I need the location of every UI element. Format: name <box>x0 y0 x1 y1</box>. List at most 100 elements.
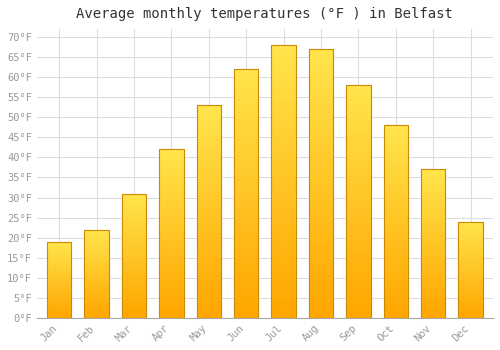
Bar <box>234 248 258 253</box>
Bar <box>47 277 72 278</box>
Bar <box>309 81 333 87</box>
Bar <box>122 278 146 281</box>
Bar <box>421 208 446 211</box>
Bar <box>272 296 296 301</box>
Bar <box>160 156 184 160</box>
Bar <box>84 240 109 242</box>
Bar <box>196 250 221 254</box>
Bar <box>421 273 446 276</box>
Bar <box>47 278 72 280</box>
Bar <box>84 313 109 314</box>
Bar <box>234 223 258 228</box>
Bar <box>309 253 333 259</box>
Bar <box>234 74 258 79</box>
Bar <box>234 154 258 159</box>
Bar <box>458 304 483 306</box>
Bar <box>196 144 221 148</box>
Bar <box>196 220 221 224</box>
Bar <box>346 85 370 318</box>
Bar <box>234 119 258 124</box>
Bar <box>458 312 483 314</box>
Bar <box>47 304 72 306</box>
Bar <box>458 231 483 233</box>
Bar <box>47 263 72 265</box>
Bar <box>272 220 296 225</box>
Bar <box>160 240 184 244</box>
Bar <box>47 241 72 318</box>
Bar <box>122 293 146 295</box>
Bar <box>47 295 72 296</box>
Bar <box>272 247 296 252</box>
Bar <box>272 78 296 83</box>
Bar <box>384 175 408 179</box>
Bar <box>234 258 258 263</box>
Bar <box>384 152 408 156</box>
Bar <box>160 183 184 187</box>
Bar <box>234 228 258 233</box>
Bar <box>160 247 184 251</box>
Bar <box>384 125 408 318</box>
Bar <box>122 211 146 213</box>
Bar <box>196 211 221 216</box>
Bar <box>384 229 408 233</box>
Bar <box>272 149 296 154</box>
Bar <box>346 192 370 197</box>
Bar <box>196 309 221 314</box>
Bar <box>346 216 370 220</box>
Bar <box>346 257 370 262</box>
Bar <box>458 260 483 262</box>
Bar <box>346 197 370 202</box>
Bar <box>84 279 109 281</box>
Bar <box>47 261 72 263</box>
Bar <box>122 253 146 256</box>
Bar <box>122 306 146 308</box>
Bar <box>196 254 221 258</box>
Bar <box>122 288 146 290</box>
Bar <box>384 279 408 283</box>
Bar <box>160 180 184 183</box>
Bar <box>84 282 109 284</box>
Bar <box>272 154 296 160</box>
Bar <box>160 163 184 166</box>
Bar <box>160 304 184 308</box>
Bar <box>421 244 446 247</box>
Bar <box>458 279 483 281</box>
Bar <box>196 241 221 246</box>
Bar <box>160 298 184 301</box>
Bar <box>160 160 184 163</box>
Bar <box>272 193 296 198</box>
Bar <box>84 300 109 302</box>
Bar <box>122 223 146 226</box>
Bar <box>458 283 483 285</box>
Bar <box>458 258 483 260</box>
Bar <box>84 245 109 247</box>
Bar <box>309 49 333 318</box>
Bar <box>272 301 296 307</box>
Bar <box>47 307 72 309</box>
Bar <box>196 118 221 122</box>
Bar <box>234 109 258 114</box>
Bar <box>458 289 483 291</box>
Bar <box>122 266 146 268</box>
Bar <box>458 233 483 235</box>
Bar <box>234 99 258 104</box>
Bar <box>196 139 221 144</box>
Bar <box>309 135 333 140</box>
Bar <box>384 264 408 268</box>
Bar <box>196 305 221 309</box>
Bar <box>196 207 221 211</box>
Bar <box>421 279 446 282</box>
Bar <box>309 140 333 146</box>
Bar <box>309 146 333 151</box>
Bar <box>309 307 333 313</box>
Bar <box>421 226 446 229</box>
Bar <box>384 133 408 137</box>
Bar <box>309 194 333 200</box>
Bar <box>346 290 370 295</box>
Bar <box>234 104 258 109</box>
Bar <box>384 295 408 299</box>
Bar <box>346 313 370 318</box>
Bar <box>84 293 109 295</box>
Bar <box>421 291 446 294</box>
Bar <box>122 201 146 203</box>
